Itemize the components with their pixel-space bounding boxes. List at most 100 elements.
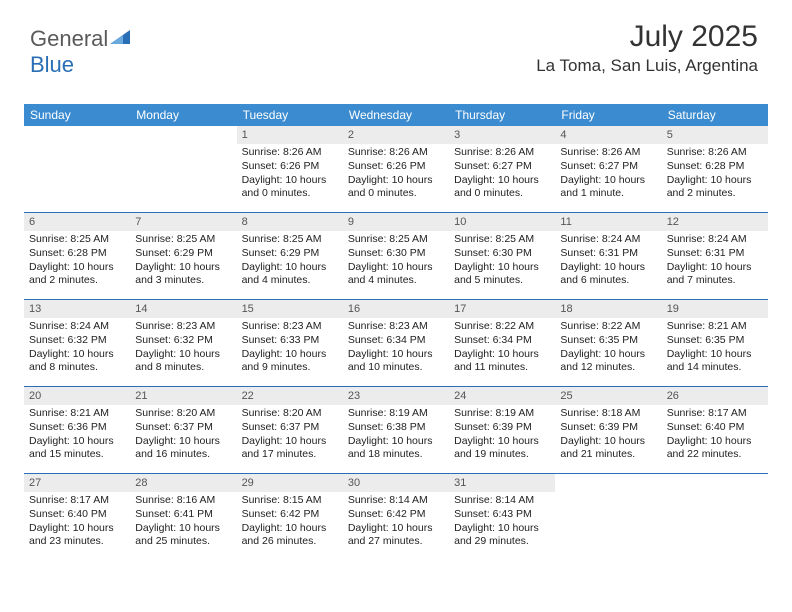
day-number: 22 bbox=[237, 387, 343, 405]
sunset-text: Sunset: 6:31 PM bbox=[560, 247, 656, 261]
calendar-day: 11Sunrise: 8:24 AMSunset: 6:31 PMDayligh… bbox=[555, 213, 661, 299]
sunset-text: Sunset: 6:37 PM bbox=[135, 421, 231, 435]
calendar-day bbox=[662, 474, 768, 560]
day-body: Sunrise: 8:15 AMSunset: 6:42 PMDaylight:… bbox=[237, 492, 343, 553]
calendar-day: 31Sunrise: 8:14 AMSunset: 6:43 PMDayligh… bbox=[449, 474, 555, 560]
location-text: La Toma, San Luis, Argentina bbox=[536, 56, 758, 76]
day-number: 13 bbox=[24, 300, 130, 318]
sunset-text: Sunset: 6:40 PM bbox=[667, 421, 763, 435]
day-body: Sunrise: 8:14 AMSunset: 6:42 PMDaylight:… bbox=[343, 492, 449, 553]
sunset-text: Sunset: 6:29 PM bbox=[242, 247, 338, 261]
brand-logo: General Blue bbox=[30, 24, 130, 78]
calendar-grid: SundayMondayTuesdayWednesdayThursdayFrid… bbox=[24, 104, 768, 560]
day-number: 17 bbox=[449, 300, 555, 318]
day-body: Sunrise: 8:23 AMSunset: 6:34 PMDaylight:… bbox=[343, 318, 449, 379]
month-title: July 2025 bbox=[536, 20, 758, 54]
sunrise-text: Sunrise: 8:21 AM bbox=[29, 407, 125, 421]
sunrise-text: Sunrise: 8:23 AM bbox=[135, 320, 231, 334]
calendar-day: 6Sunrise: 8:25 AMSunset: 6:28 PMDaylight… bbox=[24, 213, 130, 299]
calendar-day: 5Sunrise: 8:26 AMSunset: 6:28 PMDaylight… bbox=[662, 126, 768, 212]
calendar-day bbox=[24, 126, 130, 212]
day-number: 20 bbox=[24, 387, 130, 405]
dow-header: Sunday bbox=[24, 104, 130, 126]
brand-part2: Blue bbox=[30, 52, 74, 77]
sunrise-text: Sunrise: 8:19 AM bbox=[348, 407, 444, 421]
day-body: Sunrise: 8:23 AMSunset: 6:32 PMDaylight:… bbox=[130, 318, 236, 379]
daylight-text: Daylight: 10 hours and 3 minutes. bbox=[135, 261, 231, 288]
day-number: 5 bbox=[662, 126, 768, 144]
calendar-day: 30Sunrise: 8:14 AMSunset: 6:42 PMDayligh… bbox=[343, 474, 449, 560]
daylight-text: Daylight: 10 hours and 8 minutes. bbox=[29, 348, 125, 375]
daylight-text: Daylight: 10 hours and 15 minutes. bbox=[29, 435, 125, 462]
calendar-day: 24Sunrise: 8:19 AMSunset: 6:39 PMDayligh… bbox=[449, 387, 555, 473]
day-body: Sunrise: 8:17 AMSunset: 6:40 PMDaylight:… bbox=[662, 405, 768, 466]
day-body: Sunrise: 8:19 AMSunset: 6:39 PMDaylight:… bbox=[449, 405, 555, 466]
sunrise-text: Sunrise: 8:25 AM bbox=[29, 233, 125, 247]
logo-triangle-icon bbox=[110, 24, 130, 50]
daylight-text: Daylight: 10 hours and 12 minutes. bbox=[560, 348, 656, 375]
daylight-text: Daylight: 10 hours and 16 minutes. bbox=[135, 435, 231, 462]
day-body: Sunrise: 8:26 AMSunset: 6:26 PMDaylight:… bbox=[237, 144, 343, 205]
day-body: Sunrise: 8:25 AMSunset: 6:28 PMDaylight:… bbox=[24, 231, 130, 292]
day-number: 10 bbox=[449, 213, 555, 231]
calendar-week: 13Sunrise: 8:24 AMSunset: 6:32 PMDayligh… bbox=[24, 299, 768, 386]
sunrise-text: Sunrise: 8:23 AM bbox=[242, 320, 338, 334]
calendar-day: 16Sunrise: 8:23 AMSunset: 6:34 PMDayligh… bbox=[343, 300, 449, 386]
sunset-text: Sunset: 6:33 PM bbox=[242, 334, 338, 348]
day-number: 14 bbox=[130, 300, 236, 318]
day-body: Sunrise: 8:22 AMSunset: 6:35 PMDaylight:… bbox=[555, 318, 661, 379]
day-number: 8 bbox=[237, 213, 343, 231]
header-right: July 2025 La Toma, San Luis, Argentina bbox=[536, 20, 758, 76]
day-number: 9 bbox=[343, 213, 449, 231]
sunset-text: Sunset: 6:27 PM bbox=[454, 160, 550, 174]
sunrise-text: Sunrise: 8:23 AM bbox=[348, 320, 444, 334]
sunrise-text: Sunrise: 8:26 AM bbox=[348, 146, 444, 160]
daylight-text: Daylight: 10 hours and 25 minutes. bbox=[135, 522, 231, 549]
sunset-text: Sunset: 6:35 PM bbox=[667, 334, 763, 348]
day-body: Sunrise: 8:14 AMSunset: 6:43 PMDaylight:… bbox=[449, 492, 555, 553]
sunset-text: Sunset: 6:43 PM bbox=[454, 508, 550, 522]
dow-header: Wednesday bbox=[343, 104, 449, 126]
day-number: 27 bbox=[24, 474, 130, 492]
daylight-text: Daylight: 10 hours and 22 minutes. bbox=[667, 435, 763, 462]
daylight-text: Daylight: 10 hours and 27 minutes. bbox=[348, 522, 444, 549]
daylight-text: Daylight: 10 hours and 17 minutes. bbox=[242, 435, 338, 462]
day-body: Sunrise: 8:17 AMSunset: 6:40 PMDaylight:… bbox=[24, 492, 130, 553]
calendar-day: 20 Sunrise: 8:21 AMSunset: 6:36 PMDayligh… bbox=[24, 387, 130, 473]
calendar-day: 17Sunrise: 8:22 AMSunset: 6:34 PMDayligh… bbox=[449, 300, 555, 386]
day-body: Sunrise: 8:23 AMSunset: 6:33 PMDaylight:… bbox=[237, 318, 343, 379]
dow-header: Friday bbox=[555, 104, 661, 126]
calendar-day: 21Sunrise: 8:20 AMSunset: 6:37 PMDayligh… bbox=[130, 387, 236, 473]
sunrise-text: Sunrise: 8:17 AM bbox=[29, 494, 125, 508]
sunrise-text: Sunrise: 8:25 AM bbox=[242, 233, 338, 247]
calendar-week: 20Sunrise: 8:21 AMSunset: 6:36 PMDayligh… bbox=[24, 386, 768, 473]
sunset-text: Sunset: 6:36 PM bbox=[29, 421, 125, 435]
day-body: Sunrise: 8:26 AMSunset: 6:26 PMDaylight:… bbox=[343, 144, 449, 205]
day-body: Sunrise: 8:26 AMSunset: 6:27 PMDaylight:… bbox=[449, 144, 555, 205]
sunset-text: Sunset: 6:30 PM bbox=[348, 247, 444, 261]
sunrise-text: Sunrise: 8:20 AM bbox=[135, 407, 231, 421]
dow-header: Monday bbox=[130, 104, 236, 126]
day-number: 16 bbox=[343, 300, 449, 318]
sunset-text: Sunset: 6:34 PM bbox=[454, 334, 550, 348]
calendar-day: 7Sunrise: 8:25 AMSunset: 6:29 PMDaylight… bbox=[130, 213, 236, 299]
day-number: 23 bbox=[343, 387, 449, 405]
sunrise-text: Sunrise: 8:25 AM bbox=[135, 233, 231, 247]
dow-header: Tuesday bbox=[237, 104, 343, 126]
calendar-day: 12Sunrise: 8:24 AMSunset: 6:31 PMDayligh… bbox=[662, 213, 768, 299]
day-body: Sunrise: 8:24 AMSunset: 6:31 PMDaylight:… bbox=[555, 231, 661, 292]
day-body: Sunrise: 8:18 AMSunset: 6:39 PMDaylight:… bbox=[555, 405, 661, 466]
sunset-text: Sunset: 6:30 PM bbox=[454, 247, 550, 261]
sunset-text: Sunset: 6:39 PM bbox=[560, 421, 656, 435]
day-number: 24 bbox=[449, 387, 555, 405]
day-body: Sunrise: 8:26 AMSunset: 6:27 PMDaylight:… bbox=[555, 144, 661, 205]
dow-header-row: SundayMondayTuesdayWednesdayThursdayFrid… bbox=[24, 104, 768, 126]
day-body: Sunrise: 8:21 AMSunset: 6:35 PMDaylight:… bbox=[662, 318, 768, 379]
day-number: 1 bbox=[237, 126, 343, 144]
calendar-day: 25Sunrise: 8:18 AMSunset: 6:39 PMDayligh… bbox=[555, 387, 661, 473]
day-number: 19 bbox=[662, 300, 768, 318]
daylight-text: Daylight: 10 hours and 2 minutes. bbox=[667, 174, 763, 201]
sunset-text: Sunset: 6:41 PM bbox=[135, 508, 231, 522]
daylight-text: Daylight: 10 hours and 9 minutes. bbox=[242, 348, 338, 375]
day-number: 11 bbox=[555, 213, 661, 231]
